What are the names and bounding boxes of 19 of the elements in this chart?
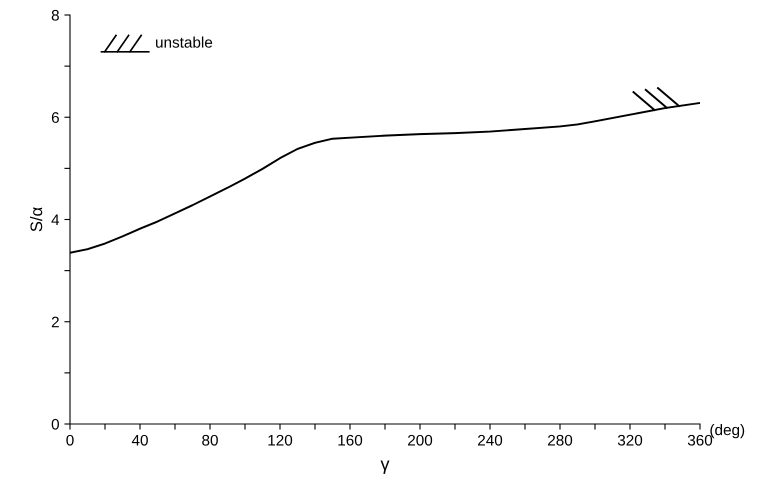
- x-axis-title: γ: [380, 460, 390, 474]
- y-tick-label: 2: [52, 316, 59, 328]
- y-tick-label: 4: [51, 214, 60, 226]
- x-tick-label: 40: [132, 434, 148, 446]
- x-tick-label: 160: [338, 434, 362, 446]
- x-tick-label: 0: [66, 434, 74, 446]
- x-tick-label: 280: [548, 434, 572, 446]
- y-tick-label: 6: [52, 112, 59, 123]
- y-tick-label: 8: [52, 10, 59, 21]
- x-tick-label: 360: [688, 434, 712, 446]
- text: (deg): [710, 424, 744, 438]
- x-tick-label: 240: [478, 434, 502, 446]
- x-tick-label: 320: [618, 434, 642, 446]
- x-tick-label: 80: [202, 434, 218, 446]
- y-tick-label: 0: [52, 418, 59, 430]
- annotation: unstable: [156, 36, 212, 48]
- x-tick-label: 200: [408, 434, 432, 446]
- y-axis-title: S/α: [30, 207, 42, 232]
- x-tick-label: 120: [268, 434, 292, 446]
